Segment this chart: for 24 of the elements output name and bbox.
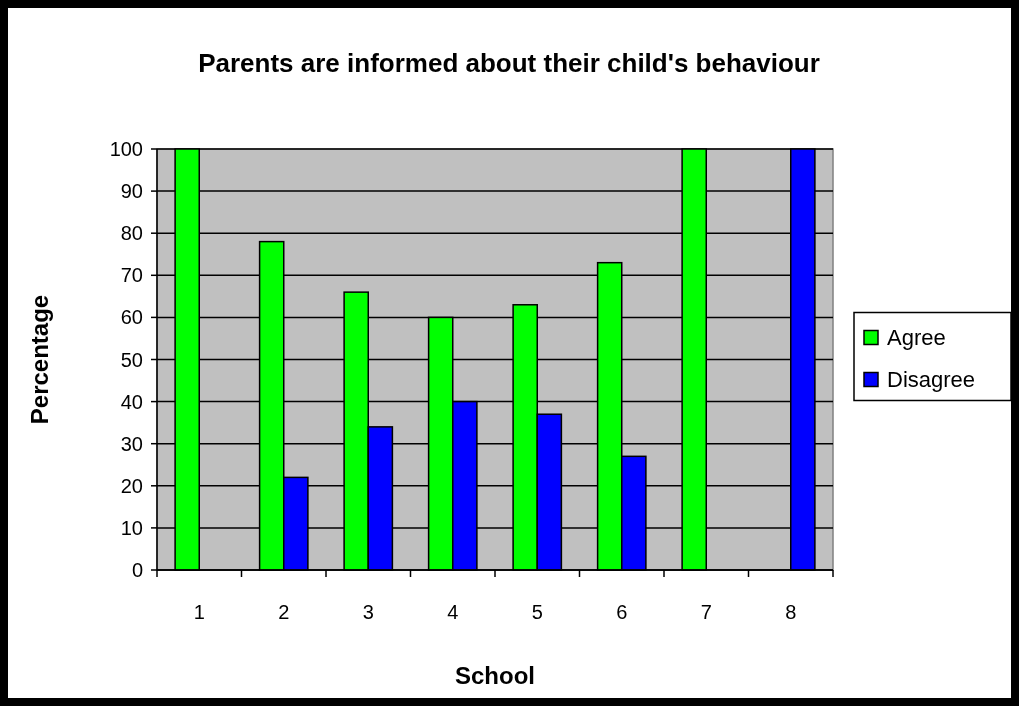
x-tick-label: 7	[700, 601, 712, 623]
x-tick-label: 2	[278, 601, 290, 623]
y-tick-label: 30	[120, 432, 143, 455]
legend-label: Agree	[887, 325, 946, 351]
y-axis-title: Percentage	[26, 294, 53, 425]
x-tick-label: 5	[531, 601, 543, 623]
y-tick-label: 60	[120, 306, 143, 329]
y-tick-label: 90	[120, 180, 143, 203]
legend-label: Disagree	[887, 367, 976, 393]
y-tick-label: 80	[120, 222, 143, 245]
y-tick-label: 0	[131, 559, 143, 581]
y-tick-label: 20	[120, 474, 143, 497]
y-tick-label: 10	[120, 516, 143, 539]
x-tick-label: 3	[362, 601, 374, 623]
x-axis-title: School	[454, 662, 536, 689]
x-tick-label: 4	[447, 601, 459, 623]
x-tick-label: 6	[616, 601, 628, 623]
y-tick-label: 70	[120, 264, 143, 287]
x-tick-label: 8	[785, 601, 797, 623]
x-tick-label: 1	[193, 601, 205, 623]
y-tick-label: 50	[120, 348, 143, 371]
y-tick-label: 100	[109, 138, 143, 160]
y-tick-label: 40	[120, 390, 143, 413]
chart-title: Parents are informed about their child's behaviour	[198, 48, 820, 78]
